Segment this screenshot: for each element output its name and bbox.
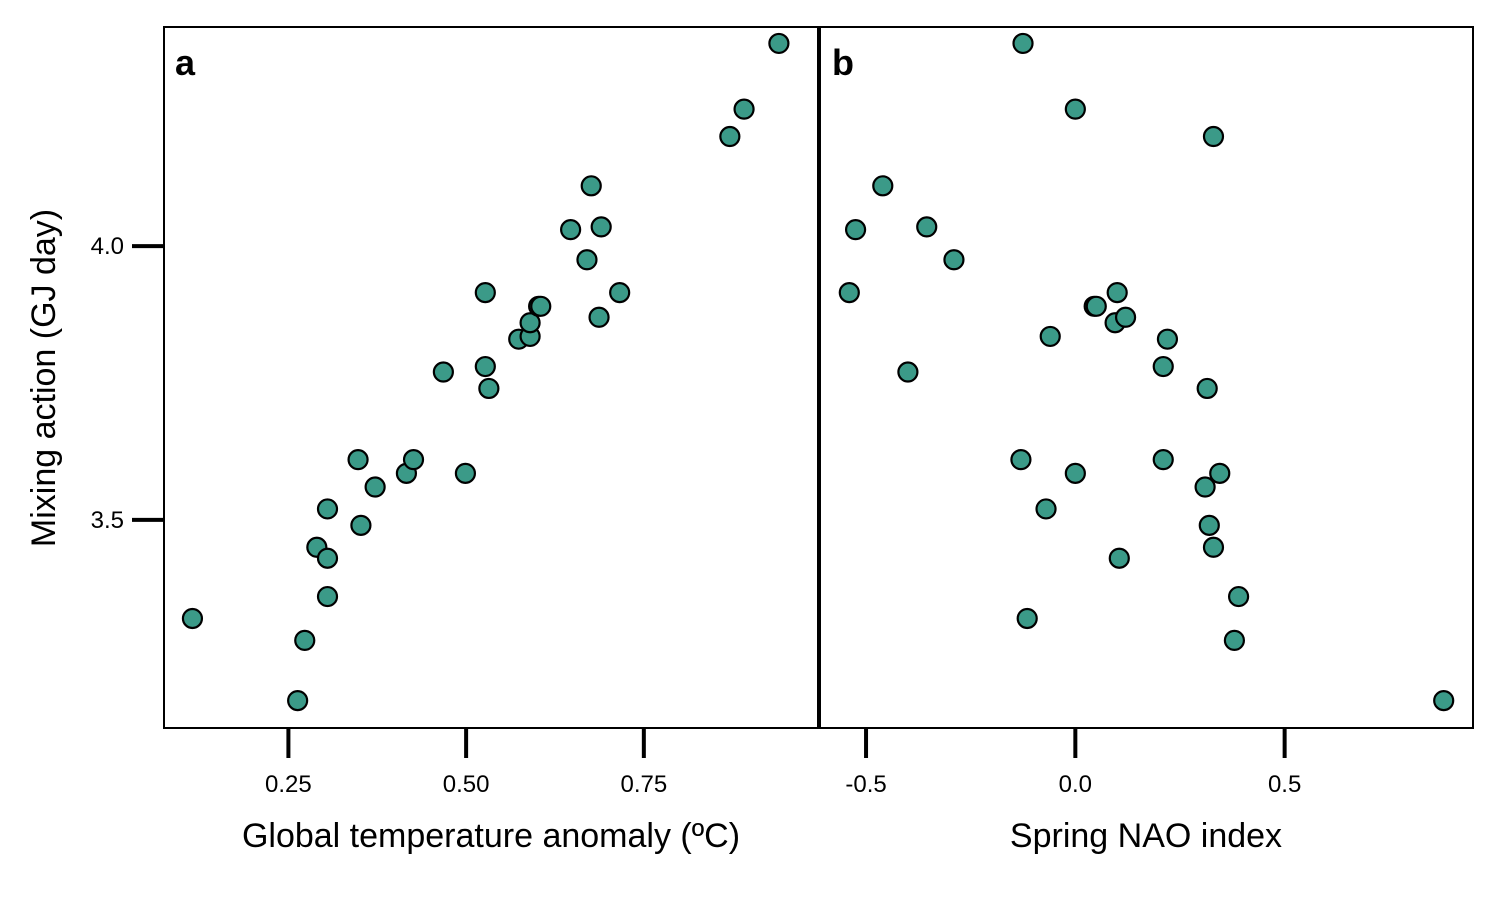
x-tick-label: -0.5 (845, 771, 886, 798)
data-point (287, 690, 309, 712)
panel-b-frame (819, 26, 1474, 729)
data-point (838, 282, 860, 304)
data-point (1209, 462, 1231, 484)
data-point (916, 216, 938, 238)
data-point (316, 498, 339, 520)
data-point (474, 355, 496, 378)
y-axis-title: Mixing action (GJ day) (25, 209, 63, 547)
data-point (1227, 585, 1250, 608)
data-point (1196, 377, 1218, 400)
data-point (1198, 514, 1220, 536)
data-point (347, 449, 369, 471)
data-point (943, 249, 965, 271)
data-point (316, 585, 339, 608)
data-point (560, 219, 582, 241)
panel-a-frame (163, 26, 819, 729)
panel-b-label: b (832, 42, 854, 83)
data-point (1108, 547, 1130, 569)
x-tick-label: 0.50 (443, 771, 490, 798)
x-tick-label: 0.25 (265, 771, 312, 798)
data-point (1152, 355, 1174, 378)
data-point (588, 306, 610, 328)
data-point (350, 514, 372, 536)
data-point (530, 295, 552, 317)
data-point (1064, 98, 1086, 120)
data-point (1039, 325, 1061, 348)
y-tick-label: 3.5 (91, 507, 124, 534)
data-point (294, 629, 316, 651)
data-point (1010, 449, 1032, 471)
data-point (1085, 295, 1107, 317)
data-point (576, 249, 598, 271)
data-point (609, 282, 631, 304)
panel-a-label: a (175, 42, 196, 83)
x-tick-label: 0.0 (1059, 771, 1092, 798)
chart-marks: 3.5 4.0 0.25 0.50 0.75 -0.5 0.0 0.5 (91, 32, 1455, 798)
panel-a-x-axis-title: Global temperature anomaly (ºC) (242, 817, 740, 855)
data-point (454, 462, 477, 484)
data-point (719, 125, 741, 148)
x-tick-label: 0.5 (1268, 771, 1301, 798)
data-point (1012, 32, 1034, 55)
data-point (1035, 498, 1057, 520)
data-point (316, 547, 339, 569)
data-point (580, 175, 602, 197)
data-point (364, 476, 386, 498)
data-point (1202, 125, 1225, 148)
data-point (474, 282, 496, 304)
data-point (844, 219, 867, 241)
data-point (519, 312, 541, 334)
data-point (733, 98, 755, 120)
data-point (1194, 476, 1216, 498)
data-point (1016, 607, 1038, 630)
data-point (1152, 449, 1174, 471)
data-point (872, 175, 894, 197)
data-point (1106, 282, 1128, 304)
data-point (181, 607, 204, 630)
data-point (897, 361, 919, 383)
data-point (1433, 690, 1455, 712)
data-point (1202, 536, 1225, 558)
data-point (1223, 629, 1246, 651)
data-point (1156, 328, 1179, 350)
data-point (1114, 306, 1137, 328)
data-point (478, 377, 500, 400)
data-point (402, 449, 425, 471)
data-point (1064, 462, 1086, 484)
data-point (590, 216, 612, 238)
panel-b-x-axis-title: Spring NAO index (1010, 817, 1282, 855)
x-tick-label: 0.75 (620, 771, 667, 798)
data-point (432, 361, 454, 383)
y-tick-label: 4.0 (91, 233, 124, 260)
data-point (768, 32, 790, 55)
